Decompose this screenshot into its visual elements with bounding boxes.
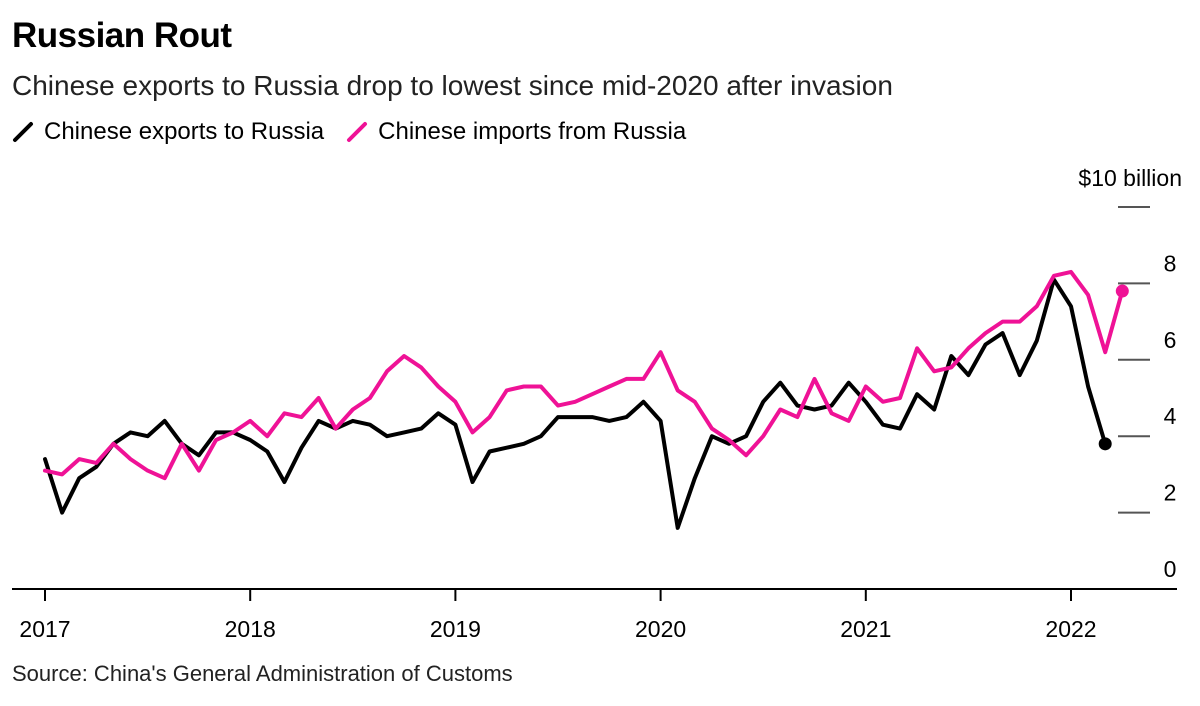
x-tick-label: 2020 (635, 616, 686, 642)
legend-item-exports: Chinese exports to Russia (12, 118, 324, 146)
legend-swatch-imports (347, 122, 368, 142)
y-tick-label: 6 (1164, 327, 1177, 353)
chart-title: Russian Rout (12, 16, 232, 55)
y-axis-unit-label: $10 billion (1078, 165, 1182, 191)
exports-end-point (1098, 437, 1112, 451)
exports-series-line (43, 277, 1108, 530)
x-tick-label: 2022 (1045, 616, 1096, 642)
x-tick-label: 2017 (19, 616, 70, 642)
source-note: Source: China's General Administration o… (12, 661, 513, 686)
x-tick-label: 2018 (225, 616, 276, 642)
imports-end-point (1115, 284, 1129, 298)
y-tick-label: 8 (1164, 250, 1177, 276)
legend-label-exports: Chinese exports to Russia (44, 118, 325, 145)
legend-item-imports: Chinese imports from Russia (346, 118, 686, 146)
y-tick-label: 4 (1164, 403, 1177, 429)
y-tick-label: 2 (1164, 480, 1177, 506)
legend-label-imports: Chinese imports from Russia (378, 118, 687, 145)
imports-series-line (43, 269, 1125, 481)
x-tick-label: 2021 (840, 616, 891, 642)
chart-subtitle: Chinese exports to Russia drop to lowest… (12, 70, 893, 101)
y-tick-label: 0 (1164, 556, 1177, 582)
legend: Chinese exports to Russia Chinese import… (12, 118, 708, 146)
x-tick-label: 2019 (430, 616, 481, 642)
legend-swatch-exports (13, 122, 33, 142)
